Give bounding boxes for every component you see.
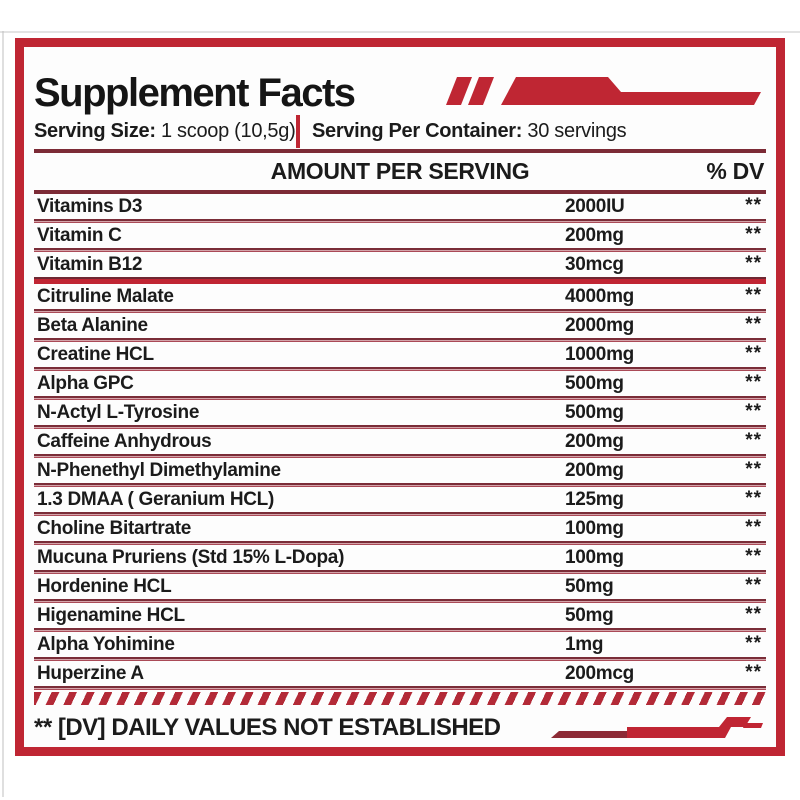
ingredient-amount: 500mg bbox=[565, 402, 624, 423]
rule-under-header bbox=[34, 190, 766, 194]
ingredient-dv: ** bbox=[745, 430, 762, 451]
percent-dv-header: % DV bbox=[706, 158, 764, 184]
table-row: N-Actyl L-Tyrosine 500mg ** bbox=[34, 400, 766, 429]
ingredient-dv: ** bbox=[745, 459, 762, 480]
ingredient-name: N-Actyl L-Tyrosine bbox=[37, 402, 200, 423]
ingredient-dv: ** bbox=[745, 401, 762, 422]
ingredient-amount: 200mg bbox=[565, 431, 624, 452]
table-row: 1.3 DMAA ( Geranium HCL) 125mg ** bbox=[34, 487, 766, 516]
table-row: Huperzine A 200mcg ** bbox=[34, 661, 766, 690]
table-header: AMOUNT PER SERVING % DV bbox=[34, 153, 766, 190]
footer-accent-ribbon-icon bbox=[551, 717, 763, 738]
ingredient-name: Choline Bitartrate bbox=[37, 518, 192, 539]
supplement-facts-label: Supplement Facts Serving Size: 1 scoop (… bbox=[15, 38, 785, 756]
serving-size-value: 1 scoop (10,5g) bbox=[160, 119, 296, 142]
ingredient-amount: 500mg bbox=[565, 373, 624, 394]
table-row: Vitamin B12 30mcg ** bbox=[34, 252, 766, 284]
ingredient-amount: 1mg bbox=[565, 634, 604, 655]
ingredient-amount: 50mg bbox=[565, 605, 614, 626]
ingredient-amount: 2000IU bbox=[565, 196, 625, 217]
table-row: Vitamin C 200mg ** bbox=[34, 223, 766, 252]
table-row: N-Phenethyl Dimethylamine 200mg ** bbox=[34, 458, 766, 487]
ingredient-amount: 200mg bbox=[565, 460, 624, 481]
ingredient-table: Vitamins D3 2000IU ** Vitamin C 200mg **… bbox=[34, 194, 766, 690]
ingredient-amount: 30mcg bbox=[565, 254, 624, 275]
table-row: Higenamine HCL 50mg ** bbox=[34, 603, 766, 632]
ingredient-amount: 125mg bbox=[565, 489, 624, 510]
serving-divider bbox=[296, 114, 300, 148]
hazard-stripes-divider bbox=[34, 692, 766, 705]
ingredient-name: Vitamin C bbox=[37, 225, 122, 246]
page-title: Supplement Facts bbox=[34, 71, 356, 115]
ingredient-name: Hordenine HCL bbox=[37, 576, 172, 597]
table-row: Creatine HCL 1000mg ** bbox=[34, 342, 766, 371]
title-row: Supplement Facts bbox=[34, 53, 766, 113]
ingredient-dv: ** bbox=[745, 575, 762, 596]
ingredient-name: Higenamine HCL bbox=[37, 605, 185, 626]
amount-per-serving-header: AMOUNT PER SERVING bbox=[270, 158, 530, 184]
ingredient-amount: 200mg bbox=[565, 225, 624, 246]
ingredient-amount: 100mg bbox=[565, 518, 624, 539]
ingredient-amount: 1000mg bbox=[565, 344, 634, 365]
table-row: Alpha Yohimine 1mg ** bbox=[34, 632, 766, 661]
servings-per-container: Serving Per Container: 30 servings bbox=[312, 119, 627, 143]
ingredient-name: Mucuna Pruriens (Std 15% L-Dopa) bbox=[37, 547, 345, 568]
ingredient-name: Huperzine A bbox=[37, 663, 144, 684]
serving-size: Serving Size: 1 scoop (10,5g) bbox=[34, 120, 296, 143]
ingredient-dv: ** bbox=[745, 372, 762, 393]
ingredient-dv: ** bbox=[745, 604, 762, 625]
table-row: Caffeine Anhydrous 200mg ** bbox=[34, 429, 766, 458]
ingredient-name: 1.3 DMAA ( Geranium HCL) bbox=[37, 489, 275, 510]
ingredient-name: Vitamin B12 bbox=[37, 254, 143, 275]
table-row: Beta Alanine 2000mg ** bbox=[34, 313, 766, 342]
serving-info-row: Serving Size: 1 scoop (10,5g) Serving Pe… bbox=[34, 113, 766, 149]
table-row: Hordenine HCL 50mg ** bbox=[34, 574, 766, 603]
table-row: Alpha GPC 500mg ** bbox=[34, 371, 766, 400]
ingredient-dv: ** bbox=[745, 546, 762, 567]
header-accent-stripes-icon bbox=[446, 77, 761, 105]
ingredient-name: Caffeine Anhydrous bbox=[37, 431, 212, 452]
ingredient-amount: 2000mg bbox=[565, 315, 634, 336]
ingredient-name: Creatine HCL bbox=[37, 344, 154, 365]
ingredient-dv: ** bbox=[745, 314, 762, 335]
ingredient-dv: ** bbox=[745, 488, 762, 509]
ingredient-dv: ** bbox=[745, 195, 762, 216]
ingredient-dv: ** bbox=[745, 662, 762, 683]
ingredient-name: Alpha Yohimine bbox=[37, 634, 175, 655]
ingredient-amount: 4000mg bbox=[565, 286, 634, 307]
ingredient-amount: 100mg bbox=[565, 547, 624, 568]
serving-size-label: Serving Size: bbox=[34, 119, 156, 142]
daily-values-footnote: ** [DV] DAILY VALUES NOT ESTABLISHED bbox=[34, 714, 501, 741]
rule-under-serving bbox=[34, 149, 766, 153]
ingredient-name: Alpha GPC bbox=[37, 373, 134, 394]
ingredient-amount: 50mg bbox=[565, 576, 614, 597]
ingredient-amount: 200mcg bbox=[565, 663, 634, 684]
ingredient-name: Beta Alanine bbox=[37, 315, 148, 336]
servings-per-container-label: Serving Per Container: bbox=[312, 119, 523, 142]
table-row: Vitamins D3 2000IU ** bbox=[34, 194, 766, 223]
ingredient-dv: ** bbox=[745, 253, 762, 274]
footer-row: ** [DV] DAILY VALUES NOT ESTABLISHED bbox=[34, 710, 766, 746]
ingredient-name: N-Phenethyl Dimethylamine bbox=[37, 460, 281, 481]
ingredient-dv: ** bbox=[745, 343, 762, 364]
ingredient-name: Citruline Malate bbox=[37, 286, 174, 307]
table-row: Choline Bitartrate 100mg ** bbox=[34, 516, 766, 545]
ingredient-dv: ** bbox=[745, 285, 762, 306]
ingredient-name: Vitamins D3 bbox=[37, 196, 143, 217]
table-row: Citruline Malate 4000mg ** bbox=[34, 284, 766, 313]
ingredient-dv: ** bbox=[745, 517, 762, 538]
photo-edge-left bbox=[2, 31, 4, 797]
servings-per-container-value: 30 servings bbox=[527, 119, 627, 142]
table-row: Mucuna Pruriens (Std 15% L-Dopa) 100mg *… bbox=[34, 545, 766, 574]
photo-edge-top bbox=[0, 31, 800, 33]
ingredient-dv: ** bbox=[745, 224, 762, 245]
ingredient-dv: ** bbox=[745, 633, 762, 654]
